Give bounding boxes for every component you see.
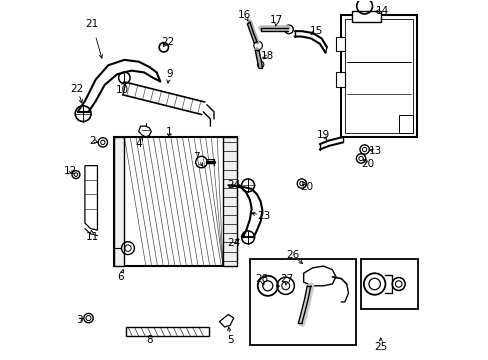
Bar (335, 72, 344, 87)
Text: 27: 27 (280, 274, 293, 284)
Text: 10: 10 (116, 85, 129, 95)
Text: 16: 16 (237, 10, 251, 20)
Text: 9: 9 (165, 69, 172, 79)
Bar (249, 259, 355, 345)
Text: 15: 15 (309, 26, 322, 36)
Bar (223, 137, 237, 266)
Bar (335, 37, 344, 51)
Text: 7: 7 (192, 152, 199, 162)
Text: 6: 6 (117, 272, 124, 282)
Bar (341, 15, 416, 137)
Text: 11: 11 (85, 232, 99, 242)
Bar (344, 19, 412, 134)
Text: 19: 19 (316, 130, 329, 140)
Text: 1: 1 (165, 127, 172, 136)
Text: 21: 21 (85, 19, 99, 29)
Text: 24: 24 (226, 180, 240, 190)
Text: 2: 2 (89, 136, 95, 145)
Text: 14: 14 (375, 6, 388, 17)
Text: 17: 17 (269, 15, 283, 26)
Text: 25: 25 (373, 342, 386, 352)
Text: 5: 5 (226, 334, 233, 345)
Text: 28: 28 (255, 274, 268, 284)
Text: 23: 23 (257, 211, 270, 221)
Text: 26: 26 (285, 250, 299, 260)
Bar (126, 327, 208, 336)
Text: 4: 4 (135, 139, 142, 149)
Text: 24: 24 (226, 238, 240, 248)
Text: 3: 3 (76, 315, 82, 325)
Bar (360, 259, 418, 309)
Text: 13: 13 (368, 146, 381, 156)
Text: 12: 12 (64, 166, 77, 176)
Bar (113, 137, 124, 266)
Text: 22: 22 (161, 37, 174, 47)
Text: 8: 8 (146, 334, 152, 345)
Bar (351, 12, 380, 22)
Text: 22: 22 (70, 84, 83, 94)
Text: 20: 20 (361, 159, 374, 169)
Text: 20: 20 (300, 182, 313, 192)
Bar (398, 116, 412, 134)
Bar (113, 137, 237, 266)
Text: 18: 18 (261, 51, 274, 61)
